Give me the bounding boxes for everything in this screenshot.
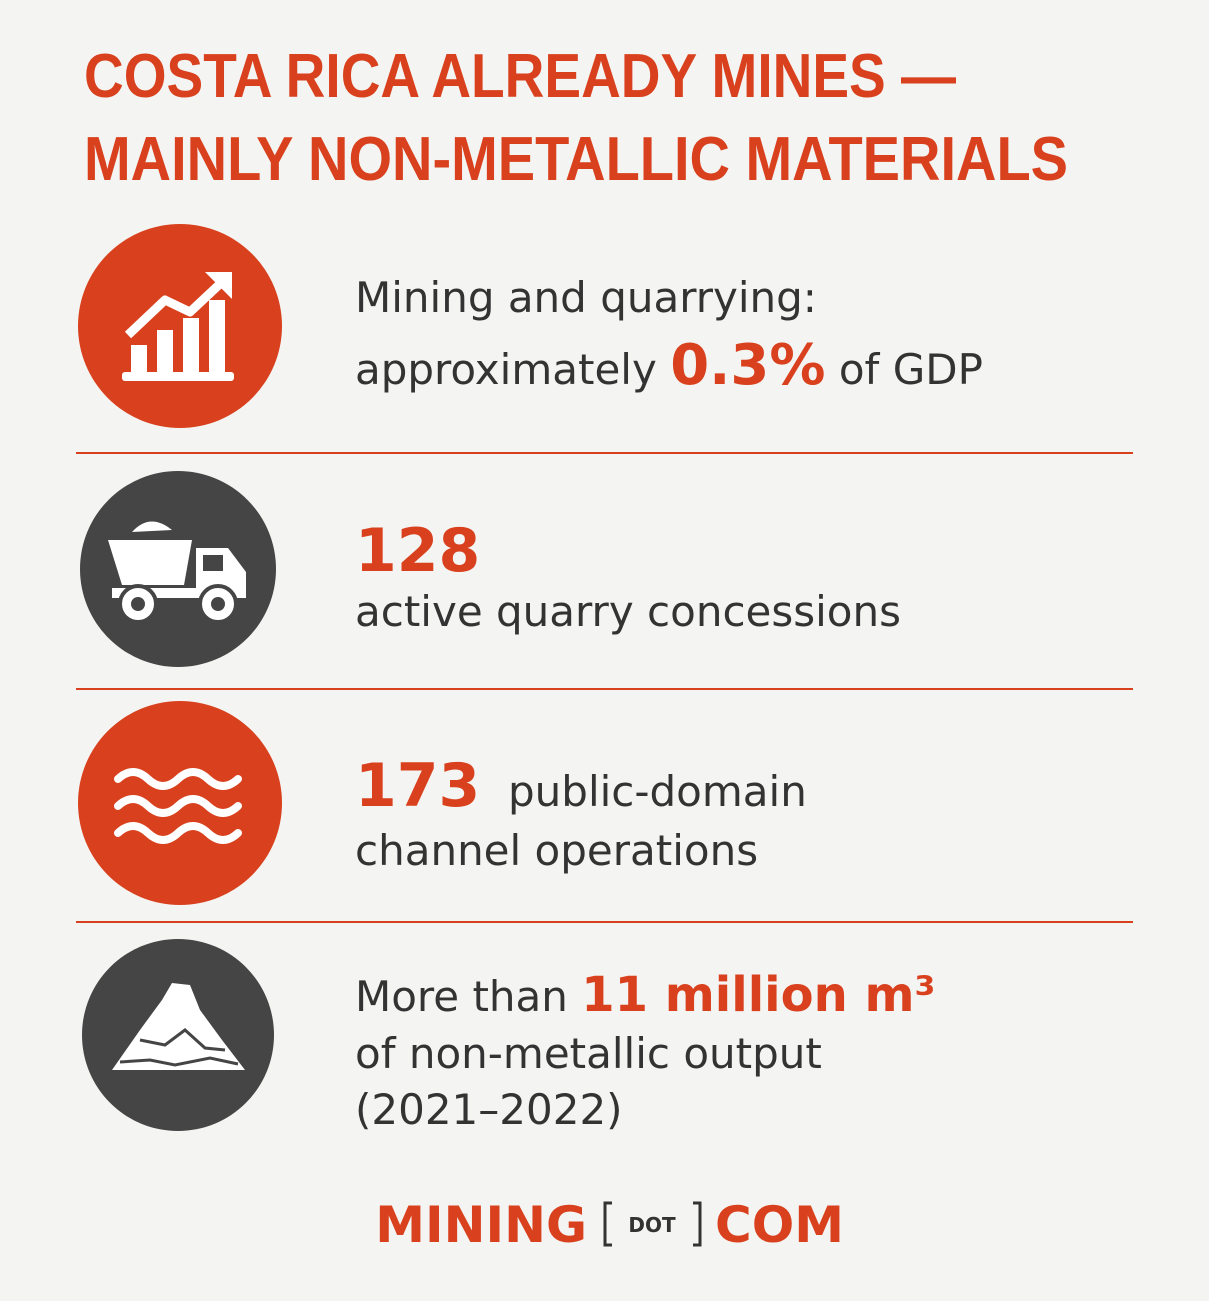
item-text: public-domain bbox=[508, 767, 807, 816]
logo-left: MINING bbox=[375, 1196, 587, 1254]
logo-middle: DOT bbox=[628, 1213, 676, 1237]
item-text: of GDP bbox=[839, 345, 983, 394]
logo-brackets bbox=[603, 1201, 702, 1247]
truck-icon bbox=[80, 471, 276, 667]
logo-right: COM bbox=[715, 1196, 844, 1254]
waves-icon bbox=[78, 701, 282, 905]
highlight: 0.3% bbox=[670, 333, 825, 398]
item-text: of non-metallic output bbox=[355, 1029, 822, 1078]
item-text: channel operations bbox=[355, 826, 758, 875]
rock-icon bbox=[82, 939, 274, 1131]
item-text: approximately bbox=[355, 345, 657, 394]
growth-icon bbox=[78, 224, 282, 428]
item-text: active quarry concessions bbox=[355, 587, 901, 636]
highlight: 128 bbox=[355, 516, 480, 586]
highlight: 11 million m³ bbox=[581, 967, 935, 1023]
item-text: Mining and quarrying: bbox=[355, 273, 817, 322]
item-text: approximately 0.3% of GDP bbox=[355, 333, 983, 398]
title-line: COSTA RICA ALREADY MINES — bbox=[84, 42, 956, 111]
item-text: More than bbox=[355, 972, 568, 1021]
title-line: MAINLY NON-METALLIC MATERIALS bbox=[84, 125, 1068, 194]
item-text: More than 11 million m³ bbox=[355, 967, 936, 1023]
item-text: (2021–2022) bbox=[355, 1085, 623, 1134]
highlight: 173 bbox=[355, 751, 480, 821]
